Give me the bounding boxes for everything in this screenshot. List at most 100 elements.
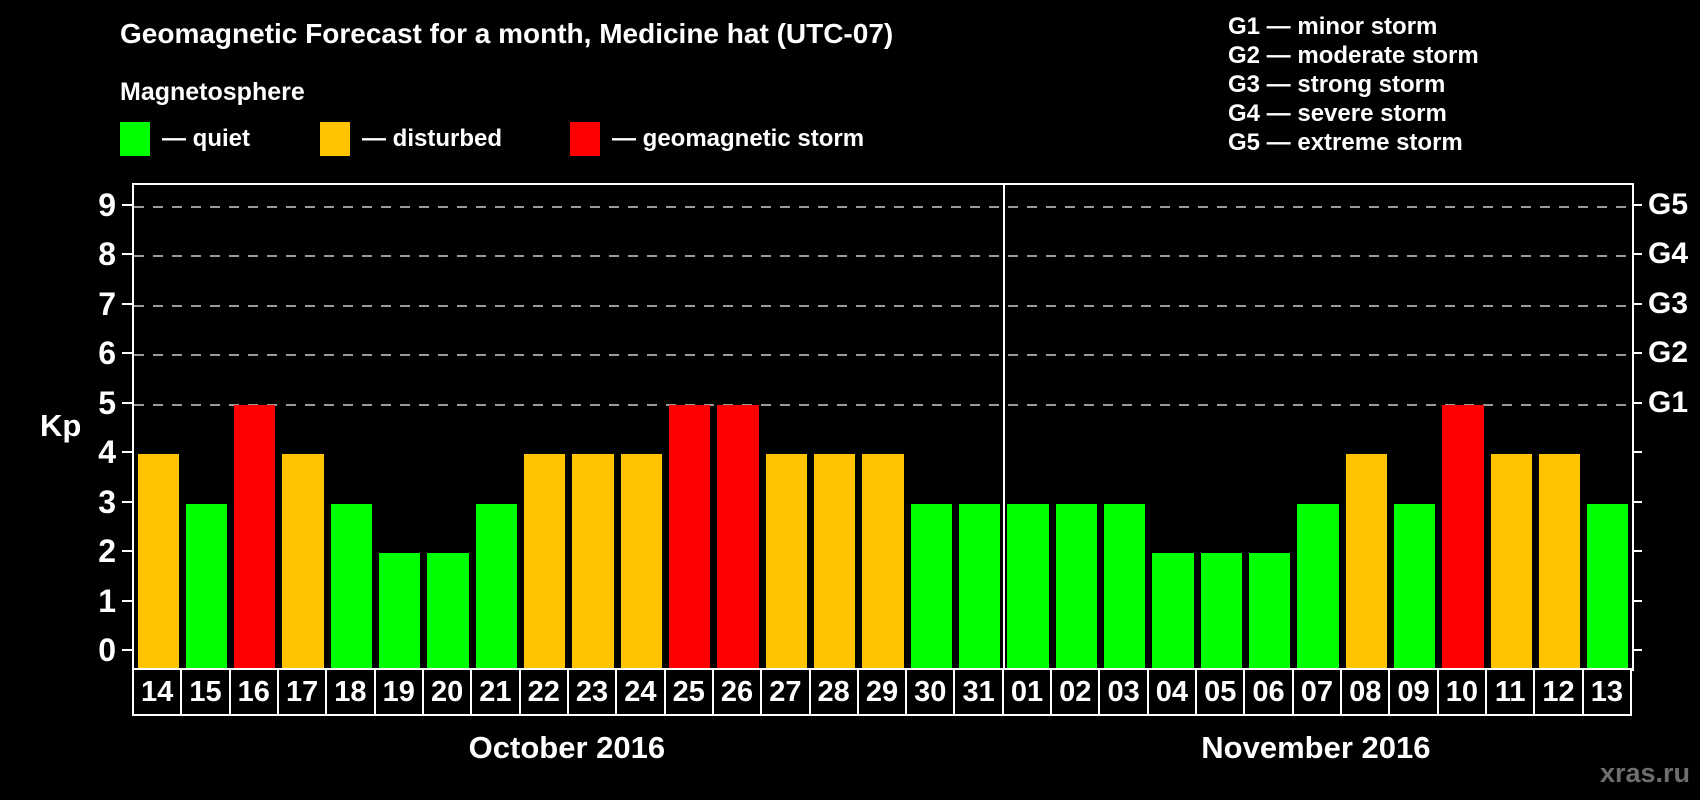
y-tick-left-4: [122, 451, 132, 453]
day-cell-october-22: 22: [518, 668, 569, 716]
day-cell-october-28: 28: [808, 668, 859, 716]
y-tick-label-5: 5: [98, 384, 116, 421]
day-cell-november-13: 13: [1581, 668, 1632, 716]
y-tick-right-8: [1632, 253, 1642, 255]
legend-label-disturbed: — disturbed: [362, 125, 503, 152]
y-tick-label-8: 8: [98, 236, 116, 272]
g-scale-label-g3: G3: [1648, 286, 1689, 320]
page-title: Geomagnetic Forecast for a month, Medici…: [120, 18, 894, 49]
gridline-kp5: [134, 403, 1632, 406]
gridline-kp8: [134, 255, 1632, 257]
legend-item-quiet: — quiet: [120, 122, 250, 156]
kp-bar-october-19: [379, 553, 421, 669]
day-cell-november-06: 06: [1243, 668, 1294, 716]
g-legend-line-2: G2 — moderate storm: [1228, 42, 1479, 69]
y-tick-label-1: 1: [98, 582, 116, 619]
y-tick-right-7: [1632, 302, 1642, 305]
day-cell-october-15: 15: [180, 668, 231, 716]
legend-label-quiet: — quiet: [162, 125, 250, 152]
kp-bar-october-22: [524, 454, 566, 669]
day-cell-october-23: 23: [566, 668, 618, 716]
kp-bar-october-14: [137, 454, 179, 669]
kp-bar-november-09: [1393, 503, 1436, 669]
g-scale-label-g1: G1: [1648, 385, 1689, 419]
kp-bar-november-03: [1103, 503, 1146, 669]
day-cell-november-11: 11: [1485, 668, 1536, 716]
kp-bar-november-04: [1152, 553, 1194, 669]
legend-swatch-quiet-icon: [120, 122, 150, 156]
day-cell-october-14: 14: [132, 668, 183, 716]
kp-bar-november-13: [1587, 503, 1629, 669]
day-cell-november-01: 01: [1001, 668, 1053, 716]
y-tick-left-1: [122, 599, 132, 602]
kp-bar-october-27: [765, 454, 807, 669]
kp-bar-october-31: [958, 503, 1001, 669]
kp-bar-october-17: [282, 454, 324, 669]
y-tick-label-9: 9: [98, 186, 116, 223]
day-cell-october-20: 20: [421, 668, 473, 716]
day-cell-november-09: 09: [1388, 668, 1439, 716]
legend-label-storm: — geomagnetic storm: [612, 125, 865, 152]
day-cell-october-27: 27: [760, 668, 811, 716]
y-tick-left-2: [122, 550, 132, 552]
y-tick-left-9: [122, 203, 132, 206]
y-tick-left-7: [122, 302, 132, 305]
y-tick-right-4: [1632, 451, 1642, 453]
gridline-kp9: [134, 205, 1632, 208]
y-tick-right-3: [1632, 500, 1642, 503]
legend-swatch-disturbed-icon: [320, 122, 350, 156]
g-scale-label-g5: G5: [1648, 187, 1689, 221]
kp-bar-october-25: [669, 404, 711, 669]
y-tick-right-6: [1632, 352, 1642, 354]
day-cell-october-26: 26: [711, 668, 763, 716]
day-cell-october-17: 17: [276, 668, 328, 716]
kp-bar-october-23: [572, 454, 614, 669]
y-tick-right-1: [1632, 599, 1642, 602]
day-cell-november-03: 03: [1098, 668, 1149, 716]
g-scale-legend: G1 — minor storm G2 — moderate storm G3 — …: [1228, 12, 1479, 157]
y-tick-label-6: 6: [98, 335, 116, 371]
day-cell-november-02: 02: [1050, 668, 1101, 716]
y-tick-left-3: [122, 500, 132, 503]
kp-bar-october-16: [234, 404, 276, 669]
day-axis: 14 15 16 17 18 19 20 21 22 23 24 25 26 27 28 29 30 31 01 02…: [132, 668, 1634, 716]
kp-bar-november-01: [1007, 503, 1049, 669]
magnetosphere-subtitle: Magnetosphere: [120, 78, 305, 106]
y-tick-left-5: [122, 401, 132, 404]
gridline-kp6: [134, 354, 1632, 356]
y-tick-label-3: 3: [98, 483, 116, 520]
kp-bar-october-21: [475, 503, 518, 669]
kp-bar-november-10: [1442, 404, 1484, 669]
y-tick-label-2: 2: [98, 533, 116, 569]
y-tick-right-9: [1632, 203, 1642, 206]
y-tick-label-7: 7: [98, 285, 116, 322]
kp-bar-october-20: [427, 553, 469, 669]
kp-bar-november-06: [1248, 553, 1291, 669]
day-cell-october-30: 30: [905, 668, 956, 716]
gridline-kp7: [134, 304, 1632, 307]
day-cell-october-18: 18: [325, 668, 376, 716]
kp-bar-november-11: [1490, 454, 1532, 669]
kp-bar-november-08: [1345, 454, 1387, 669]
g-legend-line-3: G3 — strong storm: [1228, 71, 1446, 98]
g-legend-line-4: G4 — severe storm: [1228, 100, 1447, 127]
kp-bar-october-15: [185, 503, 228, 669]
day-cell-november-08: 08: [1340, 668, 1391, 716]
y-tick-left-8: [122, 253, 132, 255]
y-tick-right-2: [1632, 550, 1642, 552]
y-tick-right-5: [1632, 401, 1642, 404]
y-tick-left-6: [122, 352, 132, 354]
kp-bar-november-07: [1297, 503, 1339, 669]
kp-bar-october-18: [330, 503, 373, 669]
legend-item-storm: — geomagnetic storm: [570, 122, 864, 156]
kp-bar-october-30: [910, 503, 952, 669]
y-tick-left-0: [122, 649, 132, 651]
kp-bar-october-26: [717, 404, 759, 669]
day-cell-october-29: 29: [856, 668, 908, 716]
kp-bar-october-24: [620, 454, 663, 669]
y-tick-label-0: 0: [98, 632, 116, 668]
kp-bar-october-29: [862, 454, 904, 669]
month-label-october: October 2016: [468, 730, 666, 765]
day-cell-november-10: 10: [1436, 668, 1488, 716]
plot-area: [132, 183, 1634, 671]
